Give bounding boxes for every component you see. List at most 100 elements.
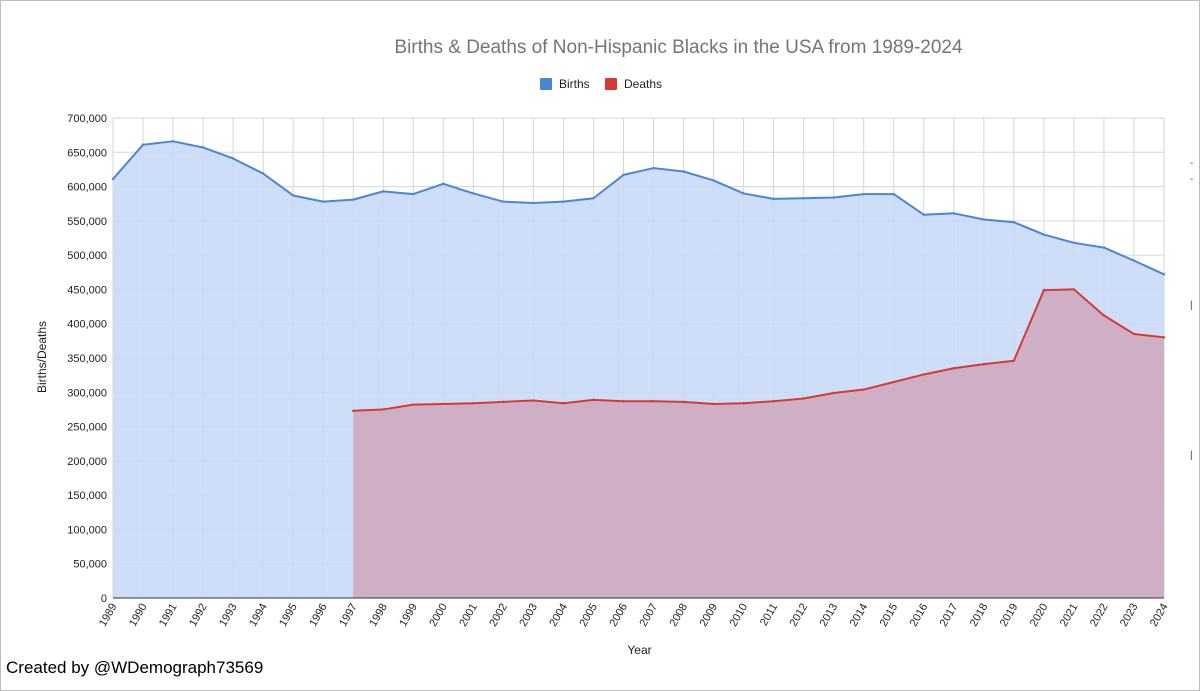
y-axis-title: Births/Deaths (35, 321, 49, 393)
y-tick-label: 0 (101, 593, 107, 605)
point-deaths-2017 (952, 367, 955, 370)
point-deaths-2009 (712, 402, 715, 406)
x-tick-label: 2023 (1118, 602, 1141, 629)
right-edge-marks: - - | | (1188, 0, 1200, 691)
y-tick-label: 100,000 (67, 524, 107, 536)
y-tick-label: 150,000 (67, 490, 107, 502)
legend-swatch-births (540, 78, 552, 90)
x-tick-label: 1994 (247, 602, 270, 629)
point-births-2006 (622, 173, 625, 177)
point-births-2022 (1102, 246, 1106, 249)
point-deaths-1998 (382, 408, 385, 411)
point-births-1990 (141, 143, 145, 146)
point-births-2017 (952, 212, 955, 215)
point-births-2023 (1132, 259, 1136, 262)
x-tick-label: 2002 (487, 602, 510, 629)
point-births-2004 (562, 200, 565, 203)
y-tick-label: 350,000 (67, 353, 107, 365)
point-deaths-2011 (772, 400, 775, 403)
point-births-2020 (1042, 233, 1046, 236)
x-tick-label: 2010 (728, 602, 751, 629)
y-tick-label: 250,000 (67, 422, 107, 434)
y-tick-label: 600,000 (67, 182, 107, 194)
point-deaths-2008 (682, 400, 685, 404)
point-births-2010 (742, 192, 745, 195)
legend-swatch-deaths (605, 78, 617, 90)
y-tick-label: 450,000 (67, 284, 107, 296)
point-births-2021 (1072, 241, 1076, 244)
legend-label-deaths: Deaths (624, 77, 662, 91)
point-deaths-2023 (1132, 332, 1136, 336)
x-tick-label: 1995 (277, 602, 300, 629)
point-births-1997 (352, 198, 355, 201)
x-tick-label: 2008 (668, 602, 691, 629)
edge-mark: - (1190, 158, 1194, 169)
x-tick-label: 1989 (97, 602, 120, 629)
x-tick-label: 2014 (848, 602, 871, 629)
point-births-1994 (261, 172, 265, 175)
point-deaths-2004 (562, 402, 565, 405)
point-births-2014 (862, 192, 865, 196)
x-tick-label: 1999 (397, 602, 420, 629)
point-births-1992 (201, 146, 205, 149)
author-credit: Created by @WDemograph73569 (6, 658, 264, 677)
point-deaths-2000 (442, 402, 445, 406)
x-tick-label: 2019 (998, 602, 1021, 629)
y-tick-label: 500,000 (67, 250, 107, 262)
point-births-1991 (171, 140, 175, 143)
x-tick-label: 2021 (1058, 602, 1081, 629)
point-deaths-2010 (742, 402, 745, 405)
x-tick-label: 2000 (427, 602, 450, 629)
area-deaths (353, 289, 1165, 598)
point-deaths-2013 (832, 391, 835, 395)
point-births-2005 (592, 197, 595, 200)
point-births-1998 (382, 190, 385, 193)
x-tick-label: 1991 (157, 602, 180, 629)
point-births-2016 (922, 213, 925, 216)
point-deaths-2018 (982, 362, 986, 366)
point-deaths-2002 (502, 400, 505, 404)
point-deaths-2022 (1102, 314, 1106, 317)
point-births-2024 (1162, 273, 1166, 276)
point-deaths-2005 (592, 398, 595, 402)
x-tick-label: 2013 (818, 602, 841, 629)
x-tick-label: 1992 (187, 602, 210, 629)
point-births-1989 (111, 177, 115, 181)
point-deaths-2014 (862, 388, 865, 391)
point-births-2007 (652, 166, 655, 170)
point-births-2013 (832, 196, 835, 199)
x-tick-label: 2024 (1148, 602, 1171, 629)
x-tick-label: 2022 (1088, 602, 1111, 629)
point-deaths-2012 (802, 397, 805, 400)
point-births-2012 (802, 197, 805, 200)
x-tick-label: 2003 (517, 602, 540, 629)
chart-title: Births & Deaths of Non-Hispanic Blacks i… (394, 37, 963, 58)
edge-mark: | (1190, 450, 1193, 461)
x-tick-label: 2001 (457, 602, 480, 629)
point-deaths-2001 (472, 402, 475, 405)
x-tick-label: 2011 (758, 602, 780, 628)
point-deaths-2006 (622, 400, 625, 403)
point-births-2011 (772, 197, 775, 201)
edge-mark: | (1190, 300, 1193, 311)
point-births-2008 (682, 170, 685, 173)
point-births-2001 (472, 192, 475, 195)
point-births-1993 (231, 157, 235, 160)
line-births (112, 140, 1165, 276)
y-tick-label: 200,000 (67, 456, 107, 468)
point-deaths-2020 (1042, 288, 1046, 292)
point-births-2009 (712, 179, 715, 182)
x-tick-label: 2006 (607, 602, 630, 629)
point-deaths-2021 (1072, 288, 1076, 291)
y-tick-label: 400,000 (67, 319, 107, 331)
line-deaths (353, 288, 1165, 412)
x-tick-label: 1990 (127, 602, 150, 629)
x-tick-label: 2018 (968, 602, 991, 629)
legend-label-births: Births (559, 77, 590, 91)
x-tick-label: 1997 (337, 602, 360, 629)
x-tick-label: 2007 (637, 602, 660, 629)
point-births-1996 (322, 200, 325, 203)
x-tick-label: 2012 (788, 602, 811, 629)
